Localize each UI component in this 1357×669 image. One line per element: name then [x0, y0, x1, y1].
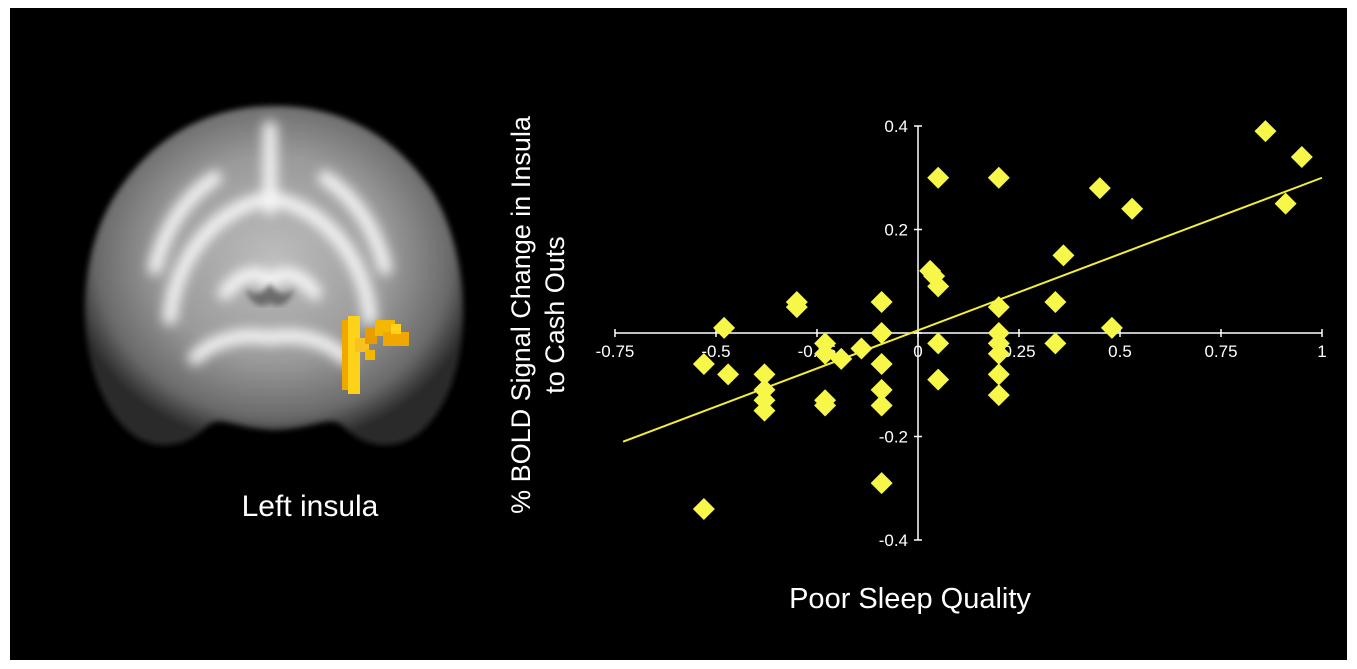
data-point [927, 368, 950, 391]
data-point [785, 296, 808, 319]
ventricles [245, 283, 295, 306]
data-point [1100, 316, 1123, 339]
data-point [753, 363, 776, 386]
brain-coronal-slice-image [84, 106, 464, 445]
data-point [1274, 192, 1297, 215]
x-tick-label: 0 [913, 342, 922, 361]
data-point [1088, 177, 1111, 200]
data-point [987, 296, 1010, 319]
data-point [987, 363, 1010, 386]
x-tick-label: 0.5 [1108, 342, 1132, 361]
y-tick-label: -0.2 [879, 428, 908, 447]
insula-activation [342, 316, 409, 394]
data-point [927, 166, 950, 189]
white-matter [148, 121, 392, 365]
data-point [927, 275, 950, 298]
data-point [987, 166, 1010, 189]
data-point [850, 337, 873, 360]
data-point [987, 342, 1010, 365]
data-point [1044, 332, 1067, 355]
data-point [830, 347, 853, 370]
brain-region-caption: Left insula [241, 490, 379, 523]
x-tick-label: -0.75 [596, 342, 635, 361]
data-point [870, 394, 893, 417]
data-point [692, 497, 715, 520]
data-point [1052, 244, 1075, 267]
x-tick-label: 1 [1317, 342, 1326, 361]
data-point [870, 472, 893, 495]
figure-background: Left insula -0.75-0.5-0.2500.250.50.751-… [10, 8, 1347, 660]
data-point [1044, 290, 1067, 313]
y-tick-label: 0.2 [884, 221, 908, 240]
data-point [1121, 197, 1144, 220]
y-axis-title: % BOLD Signal Change in Insula to Cash O… [506, 116, 570, 514]
scatter-plot: -0.75-0.5-0.2500.250.50.751-0.4-0.20.20.… [596, 117, 1327, 550]
x-tick-label: 0.25 [1002, 342, 1035, 361]
data-point [814, 394, 837, 417]
data-point [927, 332, 950, 355]
x-tick-label: 0.75 [1204, 342, 1237, 361]
y-tick-label: -0.4 [879, 531, 908, 550]
data-point [1290, 146, 1313, 169]
data-point [753, 399, 776, 422]
trend-line [622, 176, 1323, 443]
data-point [870, 290, 893, 313]
data-point [870, 322, 893, 344]
y-tick-label: 0.4 [884, 117, 908, 136]
data-point [692, 353, 715, 376]
data-point [987, 384, 1010, 407]
data-point [870, 353, 893, 376]
data-point [713, 316, 736, 339]
x-tick-label: -0.5 [701, 342, 730, 361]
data-point [870, 378, 893, 401]
data-point [1254, 120, 1277, 143]
data-point [717, 363, 740, 386]
x-axis-title: Poor Sleep Quality [789, 583, 1031, 615]
